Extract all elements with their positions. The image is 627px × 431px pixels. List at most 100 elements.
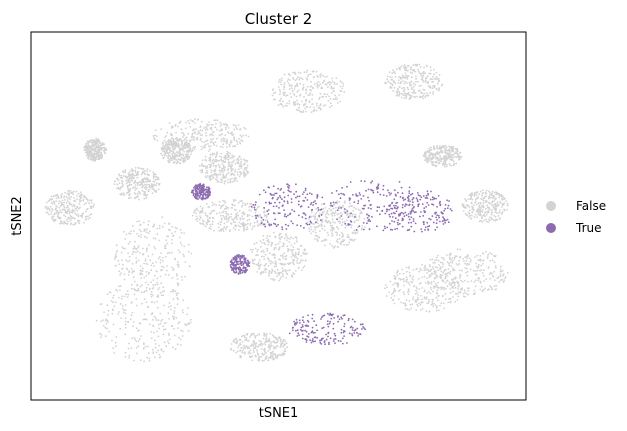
point-false <box>124 309 127 311</box>
point-true <box>317 209 320 211</box>
point-false <box>303 253 306 256</box>
point-false <box>422 79 424 82</box>
point-false <box>448 283 451 286</box>
point-false <box>153 331 155 334</box>
point-false <box>157 294 160 296</box>
point-true <box>282 191 285 194</box>
point-false <box>296 248 299 250</box>
point-false <box>396 274 399 277</box>
point-false <box>297 76 299 78</box>
point-true <box>275 205 278 208</box>
point-false <box>446 158 449 161</box>
point-false <box>452 290 454 293</box>
point-false <box>231 218 234 221</box>
point-false <box>408 271 411 274</box>
point-false <box>199 169 202 172</box>
point-false <box>283 350 286 352</box>
point-false <box>413 285 416 287</box>
point-false <box>154 178 157 181</box>
point-false <box>137 190 140 193</box>
point-false <box>242 347 245 350</box>
point-false <box>333 81 336 84</box>
point-false <box>346 236 349 239</box>
point-false <box>146 168 149 171</box>
point-false <box>264 358 267 361</box>
point-false <box>421 298 424 301</box>
point-false <box>62 222 65 225</box>
point-false <box>137 345 140 348</box>
point-false <box>405 276 408 279</box>
point-false <box>456 282 459 284</box>
point-false <box>169 144 172 146</box>
point-false <box>182 253 185 256</box>
point-false <box>295 253 297 256</box>
point-true <box>389 228 392 231</box>
point-false <box>184 147 187 150</box>
point-false <box>146 180 149 183</box>
point-true <box>290 220 293 223</box>
point-false <box>258 264 260 267</box>
point-false <box>343 239 346 242</box>
point-false <box>278 234 281 237</box>
point-true <box>301 216 304 219</box>
point-false <box>128 232 130 235</box>
point-false <box>216 151 218 154</box>
point-false <box>331 91 333 94</box>
point-false <box>223 168 226 171</box>
point-true <box>319 209 322 211</box>
point-false <box>126 290 129 292</box>
point-false <box>300 255 303 257</box>
point-false <box>482 206 485 208</box>
point-true <box>390 192 392 195</box>
point-false <box>204 146 206 149</box>
point-false <box>410 307 413 309</box>
point-false <box>281 273 284 276</box>
point-true <box>376 186 378 189</box>
point-false <box>224 207 227 210</box>
point-false <box>57 213 60 216</box>
point-false <box>212 176 215 179</box>
point-false <box>200 164 203 167</box>
point-false <box>208 124 210 126</box>
point-false <box>299 72 302 74</box>
point-false <box>264 267 267 270</box>
point-false <box>431 272 433 275</box>
point-false <box>405 94 408 97</box>
point-false <box>137 245 140 247</box>
point-false <box>214 178 217 181</box>
point-false <box>127 293 130 296</box>
point-false <box>437 294 440 297</box>
point-false <box>133 336 136 339</box>
point-false <box>452 267 454 270</box>
point-false <box>119 289 121 292</box>
point-false <box>182 133 185 135</box>
point-true <box>371 216 373 218</box>
point-false <box>177 158 180 161</box>
point-false <box>279 81 282 83</box>
point-false <box>158 225 161 227</box>
point-false <box>205 134 208 137</box>
point-false <box>253 262 256 265</box>
point-false <box>221 133 224 136</box>
point-false <box>154 248 157 250</box>
point-false <box>137 170 140 173</box>
point-false <box>251 355 254 357</box>
point-false <box>415 309 418 311</box>
point-false <box>274 98 276 101</box>
point-false <box>311 103 313 106</box>
point-false <box>422 81 425 83</box>
point-false <box>436 256 438 259</box>
point-false <box>256 349 258 351</box>
point-false <box>215 204 218 207</box>
point-true <box>394 193 397 196</box>
point-false <box>155 270 158 273</box>
point-true <box>383 205 386 208</box>
point-false <box>397 75 400 78</box>
point-false <box>483 280 485 282</box>
point-false <box>153 246 156 248</box>
point-false <box>184 156 187 159</box>
point-false <box>429 69 432 72</box>
point-false <box>239 128 241 131</box>
point-false <box>316 83 319 86</box>
point-false <box>176 282 179 285</box>
